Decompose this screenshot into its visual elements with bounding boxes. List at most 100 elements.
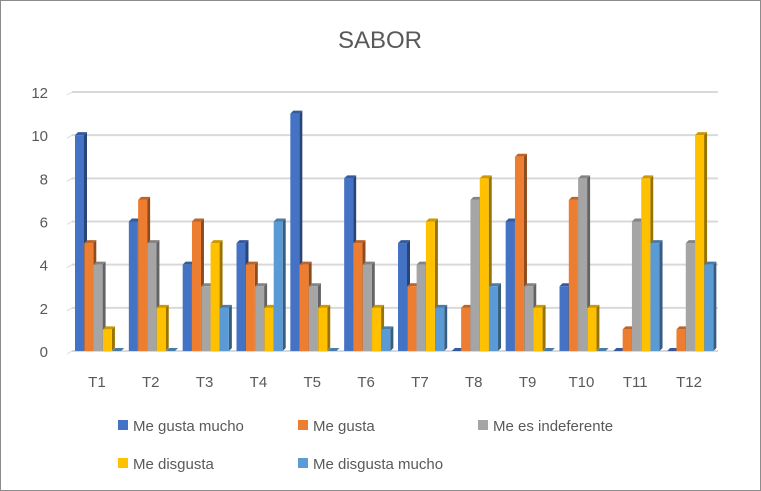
bar-top [166, 348, 179, 351]
bar-top [542, 348, 555, 351]
x-tick-label: T6 [357, 374, 375, 391]
y-tick-label: 10 [31, 128, 48, 145]
bar-top [245, 261, 258, 265]
bar-top [191, 218, 204, 222]
bar-side [165, 304, 169, 351]
bar-top [425, 218, 438, 222]
bar-front [236, 243, 246, 351]
bar [704, 261, 717, 351]
bar-top [264, 304, 277, 308]
legend-swatch [478, 420, 488, 430]
bar-side [542, 304, 546, 351]
bar [587, 304, 600, 351]
grid-tick [66, 177, 73, 182]
bar-top [505, 218, 518, 222]
bar-top [362, 261, 375, 265]
bar-side [327, 304, 331, 351]
bar-top [514, 153, 527, 157]
grid-tick [66, 134, 73, 139]
bar-top [255, 283, 268, 287]
chart-title: SABOR [338, 27, 422, 54]
bar-top [667, 348, 680, 351]
bar-top [533, 304, 546, 308]
bar [102, 326, 115, 351]
bar-top [147, 240, 160, 244]
bar-top [650, 240, 663, 244]
bar-front [372, 307, 382, 351]
bar-side [498, 283, 502, 351]
legend-swatch [118, 458, 128, 468]
bar-side [713, 261, 717, 351]
grid-tick [66, 350, 73, 355]
bar-front [479, 178, 489, 351]
bar-top [479, 175, 492, 179]
bar-front [84, 243, 94, 351]
bar-top [641, 175, 654, 179]
bar-front [264, 307, 274, 351]
bar-front [514, 156, 524, 351]
bar-front [353, 243, 363, 351]
legend-item: Me disgusta mucho [298, 456, 443, 473]
bar-front [622, 329, 632, 351]
bar-top [470, 196, 483, 200]
bar-side [659, 240, 663, 351]
bar-top [138, 196, 151, 200]
x-tick-label: T4 [250, 374, 268, 391]
bar-top [236, 240, 249, 244]
legend-swatch [298, 420, 308, 430]
bar-side [228, 304, 232, 351]
bar-front [398, 243, 407, 351]
bar-top [219, 304, 232, 308]
bar [327, 348, 340, 351]
bar-front [381, 329, 391, 351]
grid-tick [66, 221, 73, 225]
bar-side [282, 218, 286, 351]
bar-front [219, 307, 229, 351]
bar-top [587, 304, 600, 308]
bar-top [128, 218, 141, 222]
bar [489, 283, 502, 351]
bar-top [93, 261, 106, 265]
bar-top [75, 132, 87, 136]
bar-top [461, 304, 474, 308]
bar-front [93, 264, 103, 351]
x-tick-label: T2 [142, 374, 160, 391]
bar-front [255, 286, 265, 351]
bar-front [425, 221, 435, 351]
bar-front [273, 221, 283, 351]
legend-label: Me disgusta mucho [313, 456, 443, 473]
bar-front [191, 221, 201, 351]
legend-item: Me gusta mucho [118, 418, 244, 435]
bar-front [641, 178, 651, 351]
bar-top [372, 304, 385, 308]
bar-top [156, 304, 169, 308]
x-tick-label: T9 [519, 374, 537, 391]
x-tick-label: T8 [465, 374, 483, 391]
x-tick-label: T1 [88, 374, 106, 391]
bar [451, 348, 464, 351]
legend-label: Me gusta mucho [133, 418, 244, 435]
bar-front [685, 243, 695, 351]
x-tick-label: T7 [411, 374, 429, 391]
bar [542, 348, 555, 351]
bar-front [505, 221, 515, 351]
bar-front [75, 135, 84, 351]
bar-front [435, 307, 445, 351]
x-tick-label: T10 [568, 374, 594, 391]
bar-top [559, 283, 572, 287]
bar-front [695, 135, 705, 351]
bar-top [489, 283, 502, 287]
bar-top [299, 261, 312, 265]
bar-top [704, 261, 717, 265]
legend-item: Me disgusta [118, 456, 215, 473]
bar-front [344, 178, 354, 351]
bar-top [451, 348, 464, 351]
bar-front [147, 243, 157, 351]
bar-side [390, 326, 394, 351]
bar-top [84, 240, 97, 244]
bar-top [327, 348, 340, 351]
bar-side [596, 304, 600, 351]
x-tick-label: T11 [623, 374, 648, 391]
bar-top [676, 326, 689, 330]
